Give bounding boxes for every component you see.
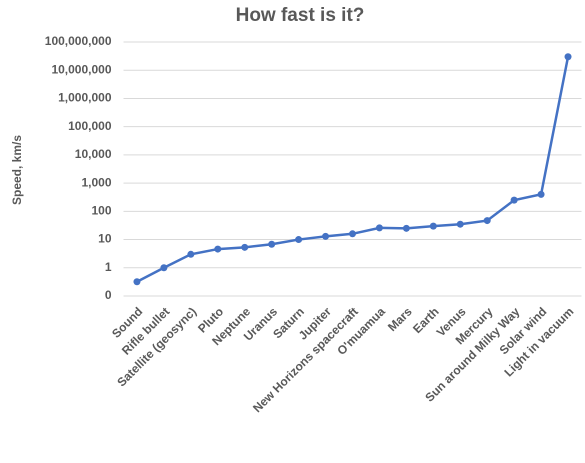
y-tick-label: 10,000 (75, 147, 112, 161)
y-axis-label: Speed, km/s (10, 135, 24, 205)
data-point (160, 264, 168, 272)
chart-title: How fast is it? (236, 5, 365, 26)
data-point (564, 53, 572, 61)
data-point (375, 224, 383, 232)
data-point (483, 217, 491, 225)
y-tick-label: 100 (91, 204, 111, 218)
data-point (214, 245, 222, 253)
data-point (295, 236, 303, 244)
y-tick-label: 1 (105, 260, 112, 274)
y-tick-label: 100,000 (68, 119, 112, 133)
data-point (322, 232, 330, 240)
data-line (136, 56, 570, 283)
data-point (187, 250, 195, 258)
y-tick-label: 100,000,000 (45, 34, 112, 48)
data-point (456, 220, 464, 228)
y-tick-label: 10,000,000 (51, 62, 111, 76)
data-point (402, 224, 410, 232)
y-tick-label: 1,000,000 (58, 91, 112, 105)
y-tick-label: 10 (98, 232, 112, 246)
data-point (268, 240, 276, 248)
data-point (510, 196, 518, 204)
data-point (133, 278, 141, 286)
data-point (349, 230, 356, 238)
data-point (429, 222, 437, 230)
x-tick-label: Mars (385, 304, 415, 334)
y-tick-label: 1,000 (81, 175, 111, 189)
data-point (537, 190, 545, 198)
data-point (241, 243, 249, 251)
y-tick-label: 0 (105, 288, 112, 302)
